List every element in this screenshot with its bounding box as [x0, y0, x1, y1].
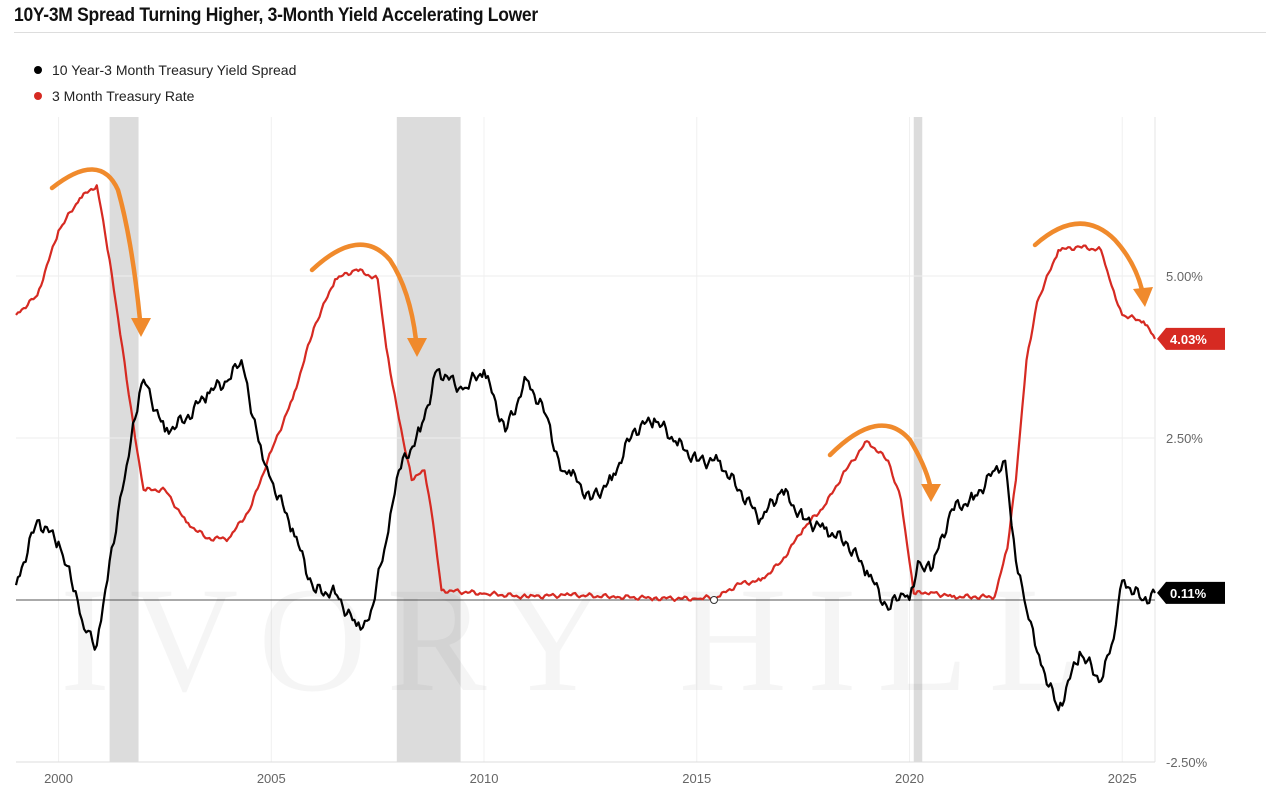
- annotation-arrow: [309, 242, 419, 343]
- y-tick-label: 2.50%: [1166, 431, 1203, 446]
- last-value-label: 0.11%: [1170, 586, 1207, 601]
- legend-label: 10 Year-3 Month Treasury Yield Spread: [52, 62, 297, 78]
- legend-dot-black: [34, 66, 42, 74]
- legend-dot-red: [34, 92, 42, 100]
- rate-series-line: [15, 184, 1156, 602]
- y-tick-label: -2.50%: [1166, 755, 1208, 770]
- last-value-label: 4.03%: [1170, 332, 1207, 347]
- x-tick-label: 2010: [470, 771, 499, 786]
- watermark-text: IVORY HILL: [60, 557, 1100, 723]
- recession-band: [913, 117, 923, 762]
- x-tick-label: 2015: [682, 771, 711, 786]
- chart-title: 10Y-3M Spread Turning Higher, 3-Month Yi…: [14, 5, 538, 26]
- x-tick-label: 2000: [44, 771, 73, 786]
- zero-marker: [710, 596, 718, 604]
- last-value-badge: [1157, 327, 1225, 350]
- annotation-arrow: [1032, 221, 1145, 293]
- arrowhead-icon: [131, 318, 151, 337]
- annotation-arrow: [49, 167, 143, 323]
- recession-band: [396, 117, 461, 762]
- y-tick-label: 5.00%: [1166, 269, 1203, 284]
- title-divider: [14, 32, 1266, 33]
- legend-item-spread[interactable]: 10 Year-3 Month Treasury Yield Spread: [34, 62, 296, 78]
- legend-item-3m-rate[interactable]: 3 Month Treasury Rate: [34, 88, 194, 104]
- arrowhead-icon: [921, 484, 941, 502]
- x-tick-label: 2025: [1108, 771, 1137, 786]
- spread-series-line: [14, 359, 1156, 712]
- last-value-badge: [1157, 581, 1225, 604]
- arrowhead-icon: [407, 338, 427, 357]
- legend-label: 3 Month Treasury Rate: [52, 88, 195, 104]
- annotation-arrow: [827, 423, 933, 488]
- x-tick-label: 2005: [257, 771, 286, 786]
- x-tick-label: 2020: [895, 771, 924, 786]
- arrowhead-icon: [1133, 287, 1153, 307]
